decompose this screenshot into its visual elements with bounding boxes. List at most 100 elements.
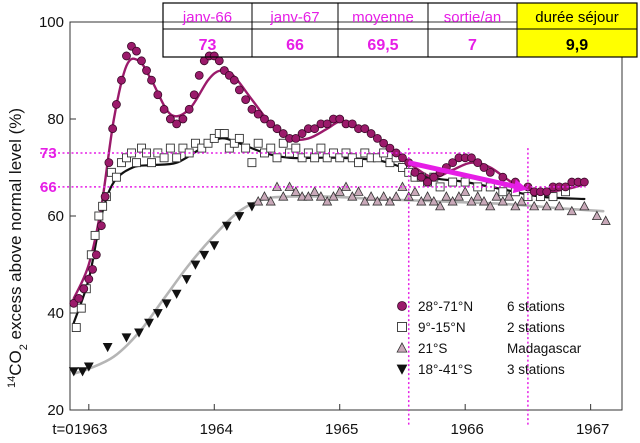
data-point-square (260, 148, 269, 158)
data-point-triangle (322, 196, 333, 206)
data-point-triangle-down (161, 299, 172, 309)
data-point-triangle (334, 186, 345, 196)
data-point-circle (88, 264, 97, 274)
data-point-circle (91, 250, 101, 260)
data-point-circle (297, 129, 307, 138)
data-point-circle (347, 119, 357, 129)
data-point-triangle (409, 186, 421, 196)
data-point-circle (104, 158, 114, 168)
data-point-triangle-down (134, 328, 144, 338)
data-point-circle (448, 158, 458, 168)
data-point-triangle (403, 191, 414, 201)
y-axis-label-sub: 2 (18, 344, 30, 350)
data-point-circle (147, 75, 156, 85)
data-point-circle (335, 114, 345, 124)
data-point-square (523, 192, 533, 202)
data-point-triangle-down (68, 367, 79, 377)
data-point-triangle (472, 191, 483, 201)
x-tick-label: t=0 (52, 421, 73, 438)
data-point-triangle (485, 200, 496, 211)
data-point-square (90, 230, 100, 240)
data-point-triangle (315, 191, 326, 201)
data-point-square (322, 153, 332, 163)
data-point-square (303, 148, 313, 158)
data-point-square (234, 133, 244, 143)
data-point-triangle-down (221, 221, 232, 231)
data-point-circle (291, 133, 301, 143)
data-point-triangle (259, 191, 270, 201)
data-point-circle (194, 70, 204, 80)
y-axis-label: 14CO2 excess above normal level (%) (6, 108, 30, 388)
data-point-circle (229, 75, 239, 85)
data-point-circle (266, 119, 276, 129)
data-point-triangle (391, 191, 402, 201)
data-point-triangle (478, 196, 490, 206)
data-point-square (71, 323, 81, 332)
data-point-square (76, 303, 86, 313)
data-point-square (137, 143, 146, 153)
y-tick-label: 80 (47, 111, 64, 128)
data-point-triangle (265, 196, 276, 206)
data-point-circle (385, 143, 395, 153)
data-point-square (548, 192, 558, 202)
data-point-circle (112, 100, 121, 109)
data-point-triangle-down (181, 275, 192, 285)
data-point-circle (310, 124, 320, 134)
data-point-circle (372, 133, 382, 143)
data-points (68, 41, 611, 377)
data-point-circle (137, 56, 146, 66)
data-point-circle (260, 114, 269, 124)
data-point-triangle-down (83, 362, 94, 372)
data-point-circle (398, 153, 407, 163)
summary-table: janv-66 73 janv-67 66 moyenne 69,5 sortie/an 7 d… (162, 2, 638, 58)
data-point-square (191, 138, 200, 148)
data-point-circle (360, 124, 370, 134)
data-point-triangle-down (77, 367, 88, 377)
data-point-circle (178, 114, 188, 124)
data-point-circle (100, 192, 110, 202)
x-tick-label: 1964 (200, 421, 233, 438)
data-point-circle (542, 187, 552, 197)
data-point-square (197, 143, 207, 153)
data-point-triangle (510, 200, 521, 211)
data-point-triangle (328, 191, 339, 201)
y-tick-label: 40 (47, 305, 64, 322)
table-header-cell: sortie/an (444, 9, 502, 26)
legend-lat: 9°-15°N (418, 320, 466, 335)
table-header-cell: janv-66 (182, 9, 232, 26)
x-tick-label: 1966 (450, 421, 483, 438)
data-point-triangle (278, 191, 289, 201)
table-value-cell: 7 (468, 37, 477, 54)
data-point-square (159, 153, 169, 163)
data-point-triangle-down (144, 318, 154, 328)
data-point-triangle-down (234, 212, 245, 222)
data-point-circle (379, 138, 389, 148)
data-point-circle (561, 182, 570, 192)
data-point-circle (467, 153, 476, 163)
data-point-triangle (359, 196, 370, 206)
data-point-triangle (579, 200, 590, 211)
legend-lat: 18°-41°S (418, 362, 472, 377)
ref-label-73: 73 (40, 145, 57, 162)
data-point-square (98, 201, 108, 211)
y-axis-label-rest: excess above normal level (%) (6, 108, 25, 344)
table-value-cell: 66 (286, 37, 304, 54)
data-point-circle (165, 114, 175, 124)
data-point-square (354, 158, 363, 168)
data-point-square (310, 153, 320, 163)
x-tick-label: 1963 (74, 421, 107, 438)
data-point-square (209, 133, 219, 143)
data-point-triangle (529, 200, 540, 211)
data-point-square (142, 148, 151, 158)
data-point-circle (278, 129, 288, 138)
trend-arrow-head (512, 179, 528, 194)
data-point-square (116, 158, 126, 168)
data-point-triangle (466, 196, 477, 206)
axes: 20 40 60 80 100 t=0 1963 1964 1965 1966 1967 (39, 14, 609, 438)
data-point-triangle (284, 181, 295, 191)
y-tick-label: 100 (39, 14, 64, 31)
data-point-circle (172, 119, 182, 129)
data-point-square (165, 143, 175, 153)
data-point-circle (234, 85, 244, 95)
legend-marker-triangle (396, 342, 408, 353)
